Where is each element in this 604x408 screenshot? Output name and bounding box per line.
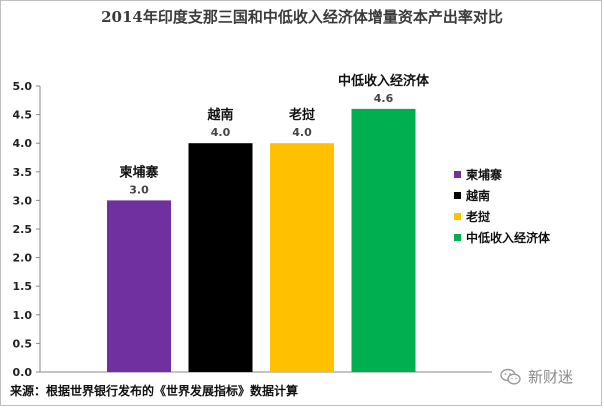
y-tick-label: 0.0 bbox=[13, 366, 33, 379]
bar-category-label: 柬埔寨 bbox=[119, 164, 158, 180]
chart-title: 2014年印度支那三国和中低收入经济体增量资本产出率对比 bbox=[101, 8, 503, 26]
legend-swatch bbox=[454, 171, 461, 178]
bar-value-label: 4.0 bbox=[292, 126, 312, 139]
watermark: 新财迷 bbox=[500, 366, 573, 387]
y-tick-label: 1.5 bbox=[13, 280, 33, 293]
bar bbox=[270, 143, 334, 372]
legend-swatch bbox=[454, 192, 461, 199]
bar-value-label: 4.6 bbox=[374, 92, 394, 105]
bar-category-label: 老挝 bbox=[288, 107, 316, 123]
source-note: 来源：根据世界银行发布的《世界发展指标》数据计算 bbox=[10, 384, 299, 398]
bar-category-label: 中低收入经济体 bbox=[338, 73, 430, 89]
bar bbox=[351, 108, 416, 372]
y-tick-label: 1.0 bbox=[13, 309, 33, 322]
bar-value-label: 3.0 bbox=[129, 183, 149, 196]
legend-swatch bbox=[454, 234, 461, 241]
wechat-icon bbox=[500, 368, 521, 385]
y-tick-label: 3.5 bbox=[13, 166, 33, 179]
bar bbox=[107, 200, 171, 372]
y-tick-label: 2.5 bbox=[13, 223, 33, 236]
legend-label: 越南 bbox=[465, 188, 490, 203]
y-tick-label: 5.0 bbox=[13, 80, 33, 93]
bar bbox=[188, 143, 253, 372]
y-tick-label: 0.5 bbox=[13, 337, 33, 350]
legend-label: 柬埔寨 bbox=[465, 167, 502, 182]
y-tick-label: 4.0 bbox=[13, 137, 33, 150]
y-tick-label: 3.0 bbox=[13, 194, 33, 207]
legend-label: 中低收入经济体 bbox=[466, 230, 551, 245]
bar-category-label: 越南 bbox=[206, 107, 233, 123]
legend-label: 老挝 bbox=[466, 209, 491, 224]
y-tick-label: 4.5 bbox=[13, 109, 33, 122]
bar-value-label: 4.0 bbox=[211, 126, 231, 139]
y-tick-label: 2.0 bbox=[13, 252, 33, 265]
legend-swatch bbox=[454, 213, 461, 220]
watermark-text: 新财迷 bbox=[528, 368, 574, 386]
